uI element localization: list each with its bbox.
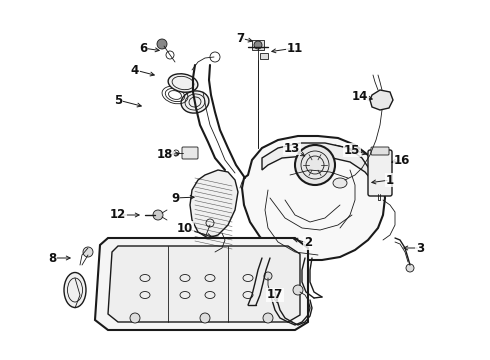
Text: 5: 5: [114, 94, 122, 107]
Text: 7: 7: [236, 31, 244, 45]
FancyBboxPatch shape: [252, 40, 264, 50]
FancyBboxPatch shape: [182, 147, 198, 159]
FancyBboxPatch shape: [368, 150, 392, 196]
Text: 2: 2: [304, 237, 312, 249]
Text: 18: 18: [157, 148, 173, 162]
Polygon shape: [190, 170, 238, 238]
Text: 9: 9: [171, 192, 179, 204]
Text: 8: 8: [48, 252, 56, 265]
Circle shape: [293, 285, 303, 295]
Circle shape: [406, 264, 414, 272]
Text: 13: 13: [284, 141, 300, 154]
Text: 1: 1: [386, 174, 394, 186]
Text: 4: 4: [131, 63, 139, 77]
Circle shape: [263, 313, 273, 323]
Text: 17: 17: [267, 288, 283, 302]
Polygon shape: [108, 246, 300, 322]
Text: 11: 11: [287, 41, 303, 54]
Text: 15: 15: [344, 144, 360, 157]
Text: 16: 16: [394, 153, 410, 166]
Polygon shape: [95, 238, 308, 330]
Text: 14: 14: [352, 90, 368, 103]
Circle shape: [295, 145, 335, 185]
Ellipse shape: [181, 91, 209, 113]
Polygon shape: [370, 90, 393, 110]
Circle shape: [130, 313, 140, 323]
Polygon shape: [242, 136, 385, 260]
FancyBboxPatch shape: [260, 53, 268, 59]
Text: 3: 3: [416, 242, 424, 255]
Ellipse shape: [64, 273, 86, 307]
Circle shape: [153, 210, 163, 220]
Text: 12: 12: [110, 208, 126, 221]
Circle shape: [83, 247, 93, 257]
FancyBboxPatch shape: [371, 147, 389, 155]
Text: 6: 6: [139, 41, 147, 54]
Circle shape: [200, 313, 210, 323]
Circle shape: [254, 41, 262, 49]
Text: 10: 10: [177, 221, 193, 234]
Ellipse shape: [333, 178, 347, 188]
Ellipse shape: [168, 74, 198, 92]
Polygon shape: [262, 143, 370, 178]
Circle shape: [264, 272, 272, 280]
Circle shape: [157, 39, 167, 49]
